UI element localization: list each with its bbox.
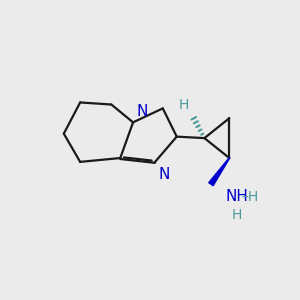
Text: NH: NH [226, 190, 249, 205]
Text: N: N [136, 104, 148, 119]
Text: N: N [158, 167, 169, 182]
Polygon shape [209, 158, 230, 186]
Text: H: H [231, 208, 242, 222]
Text: –H: –H [241, 190, 259, 204]
Text: H: H [179, 98, 189, 112]
